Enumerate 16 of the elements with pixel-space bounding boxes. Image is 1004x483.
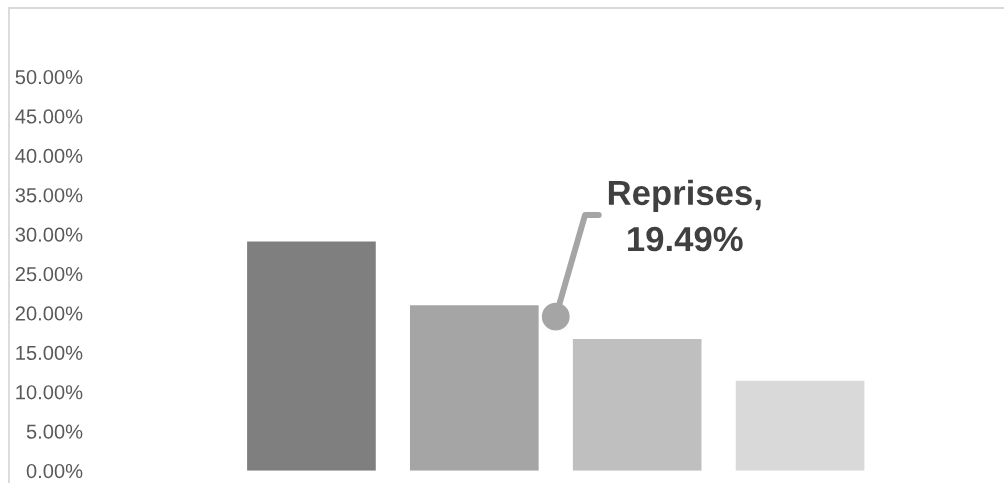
bar bbox=[572, 339, 702, 471]
y-tick-label: 20.00% bbox=[15, 306, 83, 321]
y-tick-label: 25.00% bbox=[15, 266, 83, 282]
bar bbox=[735, 380, 865, 471]
annotation: Reprises, 19.49% bbox=[608, 179, 761, 252]
y-tick-label: 30.00% bbox=[15, 227, 83, 242]
y-tick-label: 40.00% bbox=[15, 148, 83, 163]
y-tick-label: 15.00% bbox=[16, 345, 83, 360]
y-tick-label: 0.00% bbox=[26, 463, 83, 479]
y-tick-label: 10.00% bbox=[16, 385, 83, 400]
y-tick-label: 35.00% bbox=[15, 188, 83, 203]
y-tick-label: 45.00% bbox=[15, 109, 83, 124]
y-tick-label: 50.00% bbox=[15, 69, 83, 85]
y-tick-label: 5.00% bbox=[26, 424, 83, 439]
bar bbox=[409, 305, 539, 471]
bar bbox=[247, 241, 376, 471]
